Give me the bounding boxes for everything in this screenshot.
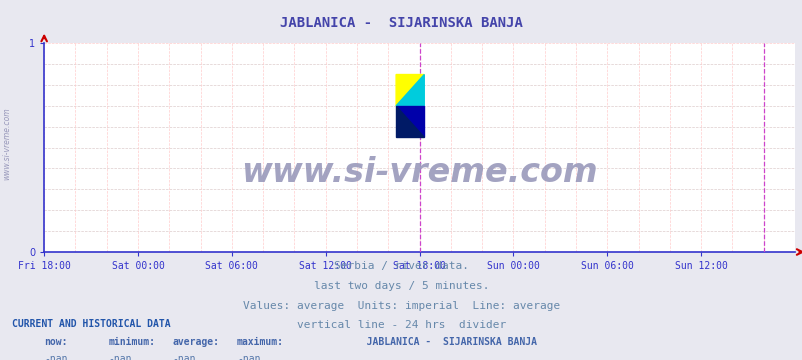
Text: average:: average: — [172, 337, 220, 347]
Polygon shape — [395, 75, 423, 106]
Text: -nan: -nan — [44, 354, 67, 360]
Text: last two days / 5 minutes.: last two days / 5 minutes. — [314, 281, 488, 291]
Text: www.si-vreme.com: www.si-vreme.com — [241, 156, 597, 189]
Text: CURRENT AND HISTORICAL DATA: CURRENT AND HISTORICAL DATA — [12, 319, 171, 329]
Text: -nan: -nan — [237, 354, 260, 360]
Polygon shape — [395, 106, 423, 137]
Text: www.si-vreme.com: www.si-vreme.com — [2, 108, 11, 180]
Text: -nan: -nan — [172, 354, 196, 360]
Text: -nan: -nan — [108, 354, 132, 360]
Text: JABLANICA -  SIJARINSKA BANJA: JABLANICA - SIJARINSKA BANJA — [280, 17, 522, 30]
Text: Serbia / river data.: Serbia / river data. — [334, 261, 468, 271]
Text: vertical line - 24 hrs  divider: vertical line - 24 hrs divider — [297, 320, 505, 330]
Text: minimum:: minimum: — [108, 337, 156, 347]
Text: JABLANICA -  SIJARINSKA BANJA: JABLANICA - SIJARINSKA BANJA — [349, 337, 537, 347]
Text: now:: now: — [44, 337, 67, 347]
Text: maximum:: maximum: — [237, 337, 284, 347]
Polygon shape — [395, 106, 423, 137]
Text: Values: average  Units: imperial  Line: average: Values: average Units: imperial Line: av… — [242, 301, 560, 311]
Polygon shape — [395, 75, 423, 106]
